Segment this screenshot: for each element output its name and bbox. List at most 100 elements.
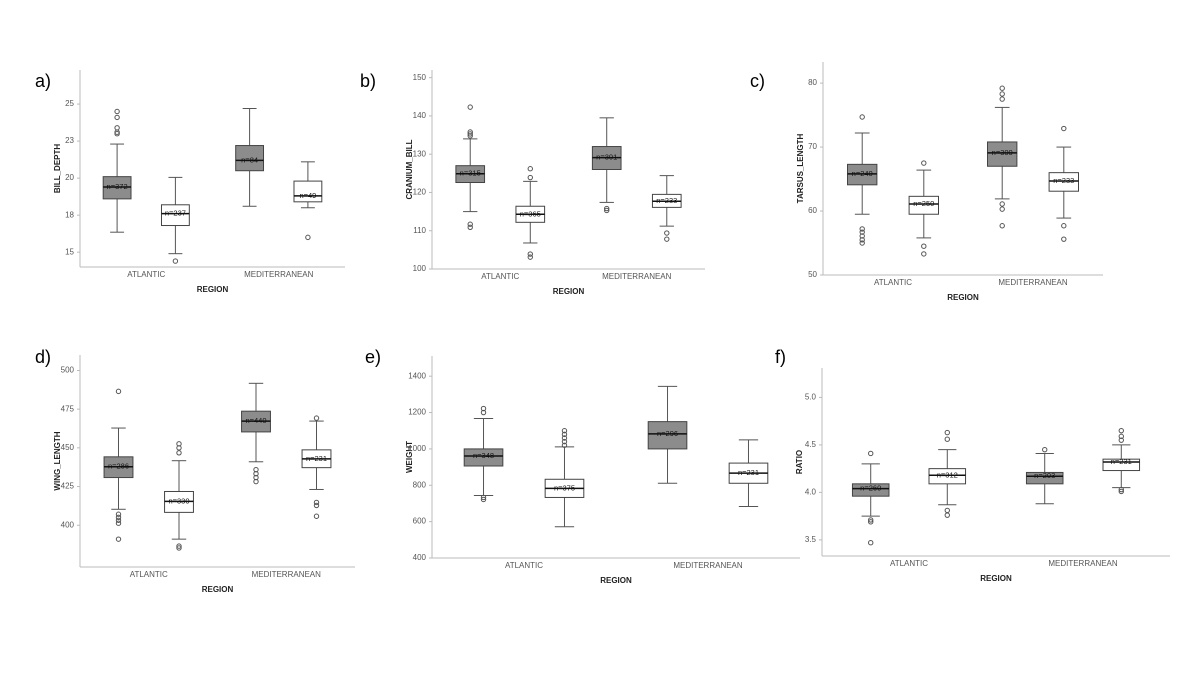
n-label: n=260 bbox=[860, 484, 881, 493]
outlier bbox=[999, 85, 1005, 91]
y-tick-label: 140 bbox=[413, 111, 427, 120]
y-axis-label: RATIO bbox=[795, 450, 804, 474]
box bbox=[647, 421, 688, 450]
outlier bbox=[1061, 236, 1067, 242]
outlier bbox=[467, 224, 473, 230]
outlier bbox=[313, 513, 320, 519]
n-label: n=372 bbox=[107, 182, 128, 191]
outlier bbox=[313, 499, 320, 506]
box bbox=[1102, 458, 1141, 472]
n-label: n=203 bbox=[1034, 471, 1055, 480]
n-label: n=237 bbox=[165, 209, 186, 218]
outlier bbox=[944, 512, 950, 518]
outlier bbox=[115, 517, 122, 523]
outlier bbox=[313, 502, 320, 509]
outlier bbox=[480, 409, 487, 416]
x-axis-label: REGION bbox=[947, 293, 979, 302]
outlier bbox=[1118, 488, 1124, 495]
panel-label: c) bbox=[750, 71, 765, 91]
y-tick-label: 25 bbox=[65, 99, 74, 108]
box bbox=[160, 204, 190, 227]
y-tick-label: 3.5 bbox=[805, 535, 817, 544]
y-tick-label: 4.5 bbox=[805, 440, 817, 449]
y-tick-label: 23 bbox=[65, 136, 74, 145]
outlier bbox=[859, 233, 865, 239]
outlier bbox=[467, 221, 473, 227]
outlier bbox=[467, 129, 473, 135]
x-tick-label: MEDITERRANEAN bbox=[252, 570, 322, 579]
y-tick-label: 80 bbox=[808, 78, 817, 87]
x-axis-label: REGION bbox=[980, 574, 1012, 583]
y-tick-label: 400 bbox=[413, 553, 427, 562]
outlier bbox=[176, 445, 182, 451]
outlier bbox=[561, 442, 568, 448]
box bbox=[987, 141, 1018, 167]
box bbox=[1048, 172, 1079, 192]
y-tick-label: 18 bbox=[65, 210, 74, 219]
box bbox=[235, 145, 265, 172]
n-label: n=233 bbox=[656, 196, 677, 205]
outlier bbox=[115, 514, 122, 521]
outlier bbox=[114, 125, 120, 131]
n-label: n=301 bbox=[596, 153, 617, 162]
outlier bbox=[921, 160, 927, 166]
outlier bbox=[115, 388, 122, 395]
n-label: n=365 bbox=[520, 209, 541, 218]
outlier bbox=[944, 436, 950, 442]
n-label: n=348 bbox=[473, 451, 494, 460]
panel-label: a) bbox=[35, 71, 51, 91]
x-axis-label: REGION bbox=[600, 576, 632, 585]
outlier bbox=[176, 543, 182, 549]
y-tick-label: 15 bbox=[65, 247, 74, 256]
n-label: n=315 bbox=[460, 169, 481, 178]
n-label: n=296 bbox=[657, 429, 678, 438]
outlier bbox=[114, 108, 120, 115]
n-label: n=231 bbox=[1111, 457, 1132, 466]
y-axis-label: CRANIUM_BILL bbox=[405, 139, 414, 199]
n-label: n=233 bbox=[1053, 176, 1074, 185]
outlier bbox=[868, 540, 874, 546]
x-tick-label: ATLANTIC bbox=[130, 570, 168, 579]
outlier bbox=[664, 236, 670, 242]
outlier bbox=[604, 205, 610, 212]
y-tick-label: 5.0 bbox=[805, 393, 817, 402]
outlier bbox=[480, 494, 487, 501]
n-label: n=286 bbox=[108, 462, 129, 471]
outlier bbox=[868, 517, 874, 523]
box bbox=[851, 483, 890, 497]
outlier bbox=[561, 428, 568, 434]
outlier bbox=[176, 450, 182, 456]
outlier bbox=[921, 243, 927, 249]
n-label: n=250 bbox=[913, 199, 934, 208]
outlier bbox=[527, 251, 533, 257]
outlier bbox=[664, 230, 670, 236]
x-tick-label: ATLANTIC bbox=[874, 278, 912, 287]
outlier bbox=[480, 496, 487, 503]
outlier bbox=[305, 234, 311, 241]
outlier bbox=[944, 507, 950, 514]
y-axis-label: BILL_DEPTH bbox=[53, 144, 62, 194]
outlier bbox=[1118, 437, 1124, 443]
y-tick-label: 110 bbox=[413, 226, 426, 235]
n-label: n=231 bbox=[306, 454, 327, 463]
panel-label: b) bbox=[360, 71, 376, 91]
outlier bbox=[1061, 125, 1067, 132]
n-label: n=49 bbox=[299, 191, 316, 200]
y-tick-label: 120 bbox=[413, 188, 427, 197]
outlier bbox=[944, 429, 950, 436]
outlier bbox=[561, 431, 568, 438]
x-axis-label: REGION bbox=[553, 287, 585, 296]
y-tick-label: 150 bbox=[413, 73, 427, 82]
outlier bbox=[999, 91, 1005, 97]
y-tick-label: 450 bbox=[61, 443, 75, 452]
outlier bbox=[999, 223, 1005, 229]
y-tick-label: 20 bbox=[65, 173, 74, 182]
x-tick-label: MEDITERRANEAN bbox=[998, 278, 1068, 287]
x-tick-label: ATLANTIC bbox=[505, 561, 543, 570]
x-tick-label: ATLANTIC bbox=[890, 559, 928, 568]
outlier bbox=[253, 478, 259, 485]
x-tick-label: MEDITERRANEAN bbox=[673, 561, 743, 570]
outlier bbox=[176, 545, 182, 551]
outlier bbox=[1042, 446, 1048, 453]
